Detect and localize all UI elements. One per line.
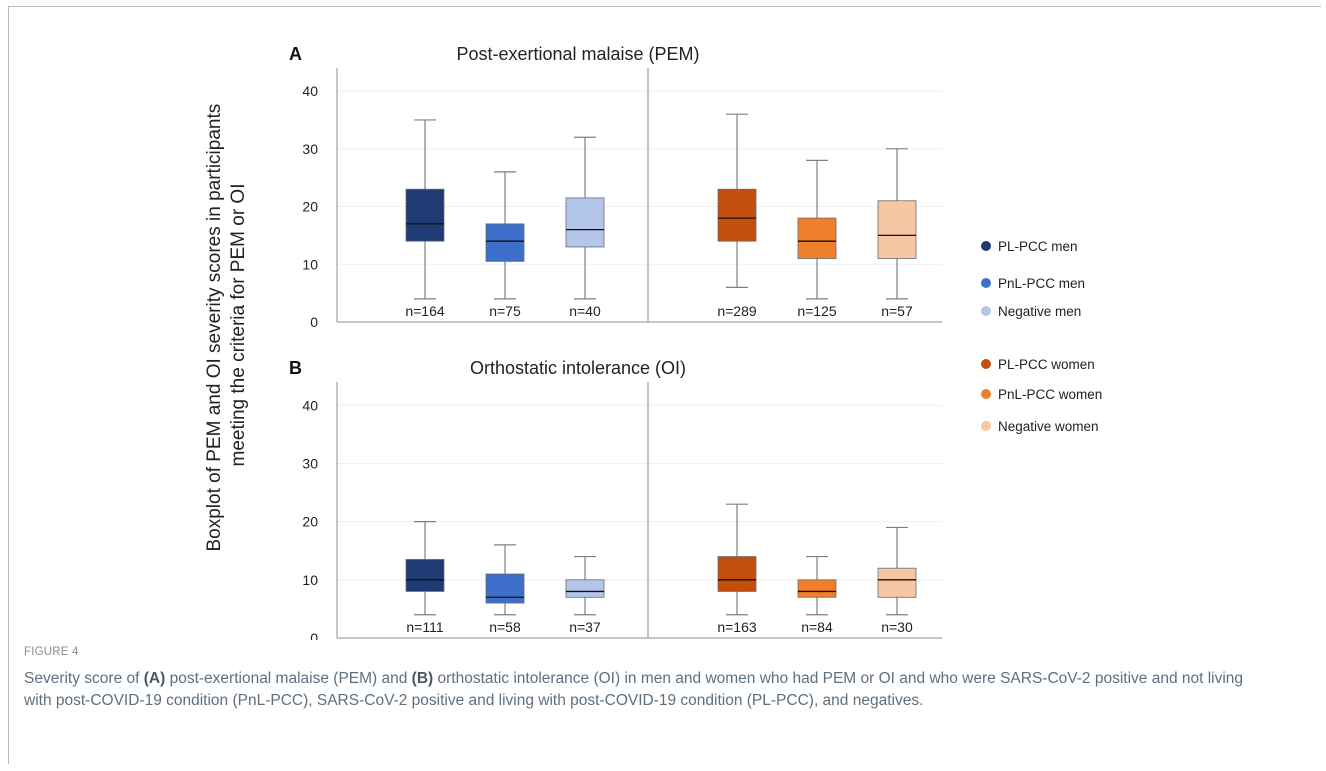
iqr-box bbox=[717, 556, 757, 592]
legend-label: PnL-PCC men bbox=[998, 276, 1085, 291]
n-label: n=164 bbox=[405, 303, 445, 319]
figure-frame bbox=[8, 6, 1321, 764]
figure-label: FIGURE 4 bbox=[24, 646, 79, 658]
y-tick-label: 30 bbox=[302, 455, 318, 471]
box-group: n=57 bbox=[877, 148, 917, 319]
box-group: n=164 bbox=[405, 119, 445, 319]
n-label: n=289 bbox=[717, 303, 757, 319]
box-group: n=111 bbox=[405, 521, 445, 635]
box-group: n=84 bbox=[797, 555, 837, 635]
legend-item: PnL-PCC men bbox=[981, 276, 1085, 291]
figure-chart: Boxplot of PEM and OI severity scores in… bbox=[204, 44, 1102, 640]
y-tick-label: 30 bbox=[302, 141, 318, 157]
n-label: n=58 bbox=[489, 619, 521, 635]
iqr-box bbox=[877, 200, 917, 259]
box-group: n=37 bbox=[565, 555, 605, 635]
caption-text-2: post-exertional malaise (PEM) and bbox=[165, 670, 412, 687]
legend: PL-PCC men PnL-PCC men Negative men PL-PCC … bbox=[981, 239, 1102, 434]
legend-item: PnL-PCC women bbox=[981, 387, 1102, 402]
legend-item: PL-PCC men bbox=[981, 239, 1078, 254]
legend-swatch bbox=[981, 421, 991, 431]
iqr-box bbox=[485, 223, 525, 262]
legend-swatch bbox=[981, 359, 991, 369]
iqr-box bbox=[405, 559, 445, 592]
caption-bold-b: (B) bbox=[411, 670, 434, 687]
iqr-box bbox=[717, 188, 757, 242]
legend-item: Negative women bbox=[981, 419, 1099, 434]
y-tick-label: 0 bbox=[310, 630, 318, 640]
panel-title: Orthostatic intolerance (OI) bbox=[470, 358, 686, 378]
iqr-box bbox=[797, 217, 837, 259]
y-axis-title: Boxplot of PEM and OI severity scores in… bbox=[204, 98, 249, 551]
panel-A: A Post-exertional malaise (PEM) 0 10 20 30 40 n… bbox=[289, 44, 942, 330]
n-label: n=40 bbox=[569, 303, 601, 319]
y-tick-label: 0 bbox=[310, 314, 318, 330]
legend-item: Negative men bbox=[981, 304, 1081, 319]
legend-label: PnL-PCC women bbox=[998, 387, 1102, 402]
figure-caption: Severity score of (A) post-exertional ma… bbox=[24, 668, 1244, 712]
box-group: n=163 bbox=[717, 503, 757, 635]
n-label: n=75 bbox=[489, 303, 521, 319]
panel-B: B Orthostatic intolerance (OI) 0 10 20 30 40 n=… bbox=[289, 358, 942, 640]
legend-swatch bbox=[981, 241, 991, 251]
n-label: n=125 bbox=[797, 303, 837, 319]
panels: A Post-exertional malaise (PEM) 0 10 20 30 40 n… bbox=[289, 44, 942, 640]
legend-swatch bbox=[981, 389, 991, 399]
panel-title: Post-exertional malaise (PEM) bbox=[456, 44, 699, 64]
legend-swatch bbox=[981, 278, 991, 288]
box-group: n=125 bbox=[797, 159, 837, 319]
y-tick-label: 40 bbox=[302, 397, 318, 413]
n-label: n=163 bbox=[717, 619, 757, 635]
caption-text-1: Severity score of bbox=[24, 670, 144, 687]
box-group: n=58 bbox=[485, 544, 525, 635]
legend-label: PL-PCC men bbox=[998, 239, 1078, 254]
y-tick-label: 20 bbox=[302, 514, 318, 530]
box-group: n=40 bbox=[565, 136, 605, 319]
n-label: n=57 bbox=[881, 303, 913, 319]
box-group: n=30 bbox=[877, 526, 917, 635]
y-tick-label: 10 bbox=[302, 572, 318, 588]
legend-label: Negative women bbox=[998, 419, 1099, 434]
box-group: n=289 bbox=[717, 113, 757, 319]
y-tick-label: 20 bbox=[302, 199, 318, 215]
n-label: n=30 bbox=[881, 619, 913, 635]
iqr-box bbox=[485, 573, 525, 604]
y-axis-title-line1: Boxplot of PEM and OI severity scores in… bbox=[204, 104, 225, 552]
legend-label: PL-PCC women bbox=[998, 357, 1095, 372]
legend-item: PL-PCC women bbox=[981, 357, 1095, 372]
n-label: n=84 bbox=[801, 619, 833, 635]
legend-label: Negative men bbox=[998, 304, 1081, 319]
iqr-box bbox=[877, 567, 917, 598]
n-label: n=111 bbox=[406, 619, 443, 635]
iqr-box bbox=[797, 579, 837, 598]
panel-letter: B bbox=[289, 358, 302, 378]
y-axis-title-line2: meeting the criteria for PEM or OI bbox=[228, 184, 249, 467]
iqr-box bbox=[565, 197, 605, 248]
caption-text-3: orthostatic intolerance (OI) in men and … bbox=[24, 670, 1244, 709]
y-tick-label: 10 bbox=[302, 256, 318, 272]
iqr-box bbox=[565, 579, 605, 598]
iqr-box bbox=[405, 188, 445, 242]
box-group: n=75 bbox=[485, 171, 525, 319]
panel-letter: A bbox=[289, 44, 302, 64]
y-tick-label: 40 bbox=[302, 83, 318, 99]
caption-bold-a: (A) bbox=[143, 670, 166, 687]
n-label: n=37 bbox=[569, 619, 601, 635]
legend-swatch bbox=[981, 306, 991, 316]
